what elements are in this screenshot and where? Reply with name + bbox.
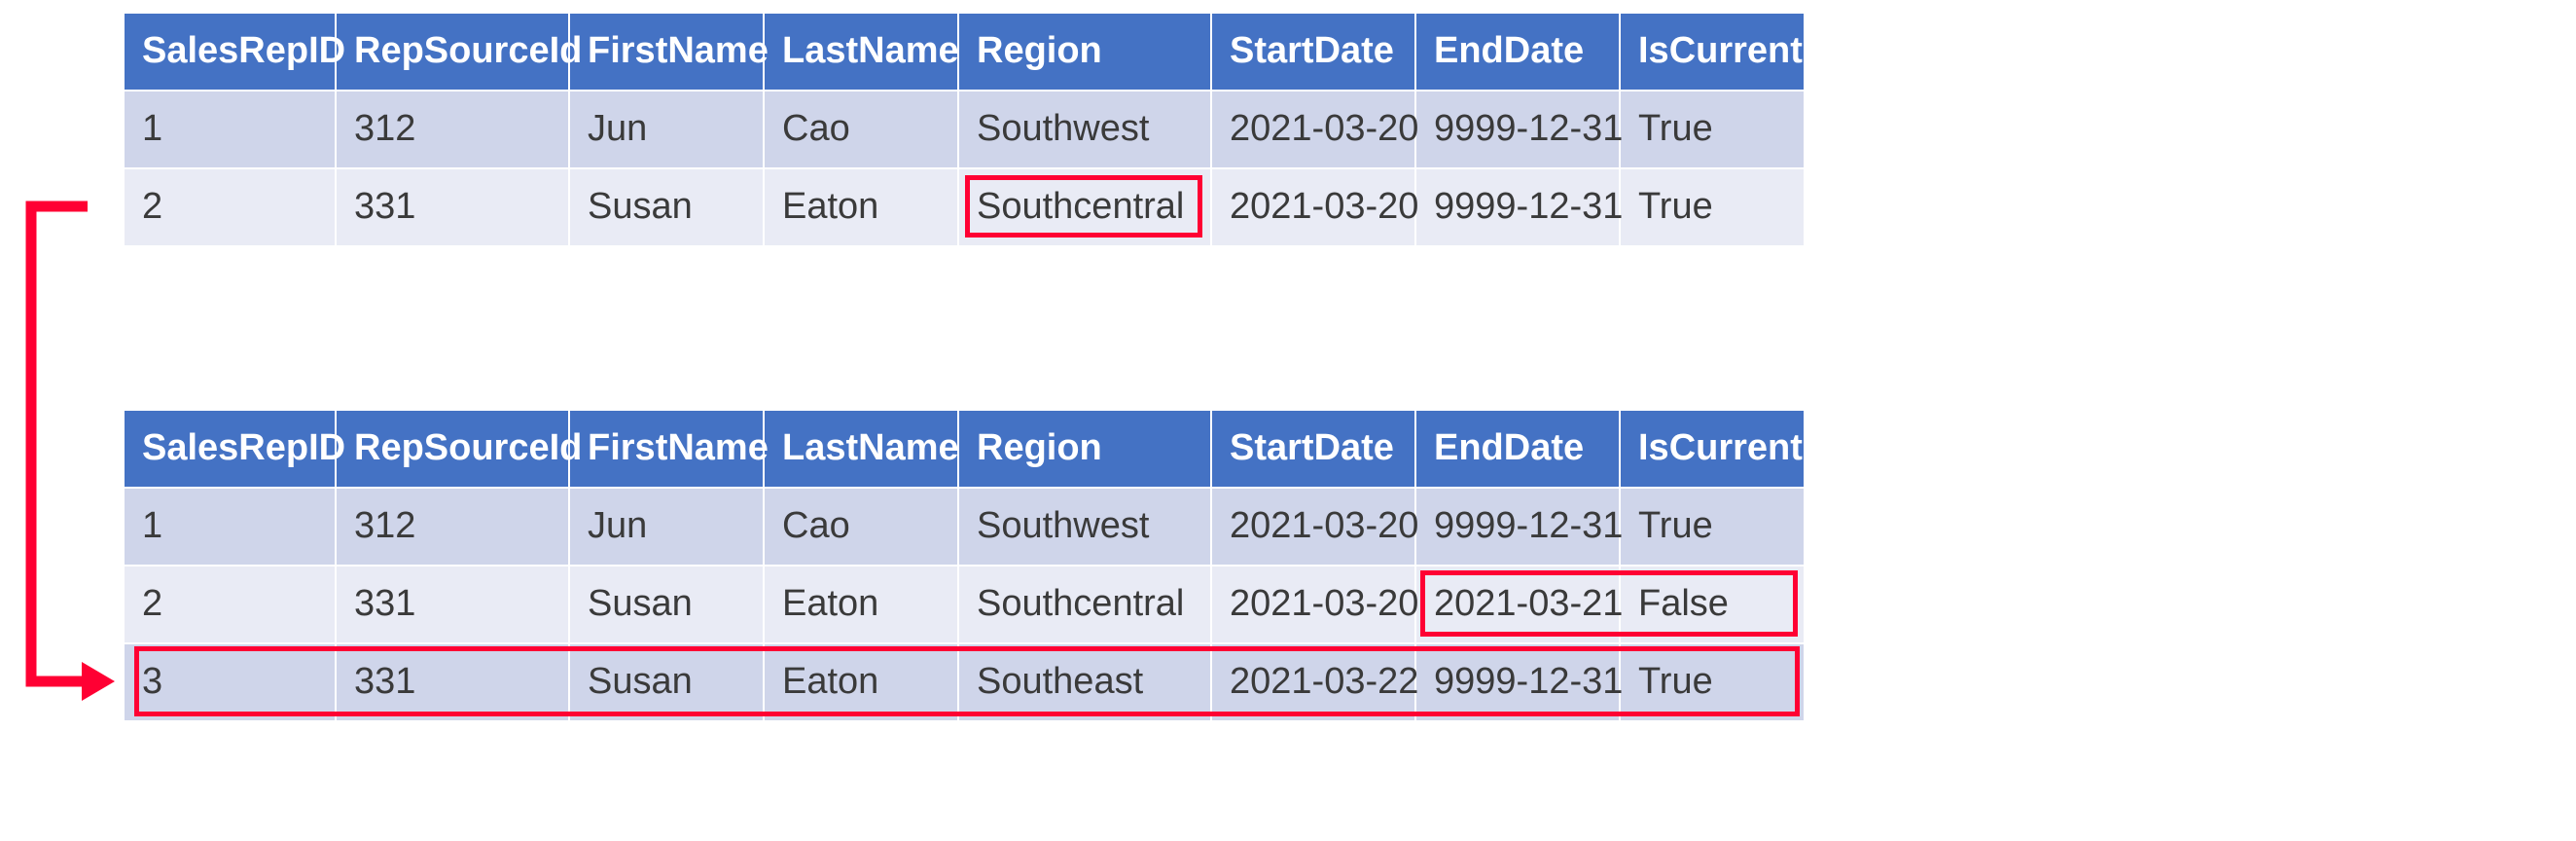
column-header: FirstName bbox=[569, 410, 764, 488]
table-cell: 3 bbox=[124, 643, 336, 721]
table-after: SalesRepIDRepSourceIdFirstNameLastNameRe… bbox=[123, 409, 1806, 722]
column-header: IsCurrent bbox=[1620, 410, 1805, 488]
table-cell: 9999-12-31 bbox=[1415, 168, 1620, 246]
table-cell: Susan bbox=[569, 168, 764, 246]
column-header: LastName bbox=[764, 410, 958, 488]
table-cell: Jun bbox=[569, 488, 764, 566]
table-cell: 1 bbox=[124, 488, 336, 566]
table-cell: Susan bbox=[569, 643, 764, 721]
table-cell: 2021-03-22 bbox=[1211, 643, 1415, 721]
table-cell: 312 bbox=[336, 488, 569, 566]
table-cell: Susan bbox=[569, 566, 764, 643]
table-cell: Cao bbox=[764, 91, 958, 168]
table-cell: 9999-12-31 bbox=[1415, 91, 1620, 168]
column-header: StartDate bbox=[1211, 410, 1415, 488]
table-cell: 331 bbox=[336, 566, 569, 643]
column-header: RepSourceId bbox=[336, 13, 569, 91]
table-cell: 2021-03-21 bbox=[1415, 566, 1620, 643]
table-cell: 2 bbox=[124, 566, 336, 643]
column-header: SalesRepID bbox=[124, 13, 336, 91]
table-row: 3331SusanEatonSoutheast2021-03-229999-12… bbox=[124, 643, 1805, 721]
table-cell: 2 bbox=[124, 168, 336, 246]
table-row: 2331SusanEatonSouthcentral2021-03-209999… bbox=[124, 168, 1805, 246]
table-cell: Southwest bbox=[958, 488, 1211, 566]
table-cell: Cao bbox=[764, 488, 958, 566]
table-cell: Southcentral bbox=[958, 168, 1211, 246]
column-header: StartDate bbox=[1211, 13, 1415, 91]
table-cell: 2021-03-20 bbox=[1211, 168, 1415, 246]
table-cell: 9999-12-31 bbox=[1415, 643, 1620, 721]
table-cell: Eaton bbox=[764, 566, 958, 643]
column-header: EndDate bbox=[1415, 410, 1620, 488]
column-header: IsCurrent bbox=[1620, 13, 1805, 91]
table-cell: Southeast bbox=[958, 643, 1211, 721]
table-cell: 331 bbox=[336, 643, 569, 721]
table-cell: Eaton bbox=[764, 168, 958, 246]
table-before: SalesRepIDRepSourceIdFirstNameLastNameRe… bbox=[123, 12, 1806, 247]
column-header: FirstName bbox=[569, 13, 764, 91]
table-row: 1312JunCaoSouthwest2021-03-209999-12-31T… bbox=[124, 91, 1805, 168]
table-cell: True bbox=[1620, 488, 1805, 566]
table-cell: True bbox=[1620, 91, 1805, 168]
column-header: EndDate bbox=[1415, 13, 1620, 91]
table-cell: True bbox=[1620, 643, 1805, 721]
table-cell: 2021-03-20 bbox=[1211, 566, 1415, 643]
table-cell: 1 bbox=[124, 91, 336, 168]
table-cell: 9999-12-31 bbox=[1415, 488, 1620, 566]
table-cell: 312 bbox=[336, 91, 569, 168]
table-row: 1312JunCaoSouthwest2021-03-209999-12-31T… bbox=[124, 488, 1805, 566]
column-header: Region bbox=[958, 13, 1211, 91]
table-cell: Jun bbox=[569, 91, 764, 168]
column-header: RepSourceId bbox=[336, 410, 569, 488]
table-cell: 2021-03-20 bbox=[1211, 91, 1415, 168]
table-cell: 2021-03-20 bbox=[1211, 488, 1415, 566]
table-cell: Eaton bbox=[764, 643, 958, 721]
scd-diagram-canvas: SalesRepIDRepSourceIdFirstNameLastNameRe… bbox=[0, 0, 2576, 841]
column-header: LastName bbox=[764, 13, 958, 91]
column-header: SalesRepID bbox=[124, 410, 336, 488]
table-cell: Southwest bbox=[958, 91, 1211, 168]
table-row: 2331SusanEatonSouthcentral2021-03-202021… bbox=[124, 566, 1805, 643]
table-cell: True bbox=[1620, 168, 1805, 246]
column-header: Region bbox=[958, 410, 1211, 488]
table-cell: False bbox=[1620, 566, 1805, 643]
table-cell: 331 bbox=[336, 168, 569, 246]
table-cell: Southcentral bbox=[958, 566, 1211, 643]
